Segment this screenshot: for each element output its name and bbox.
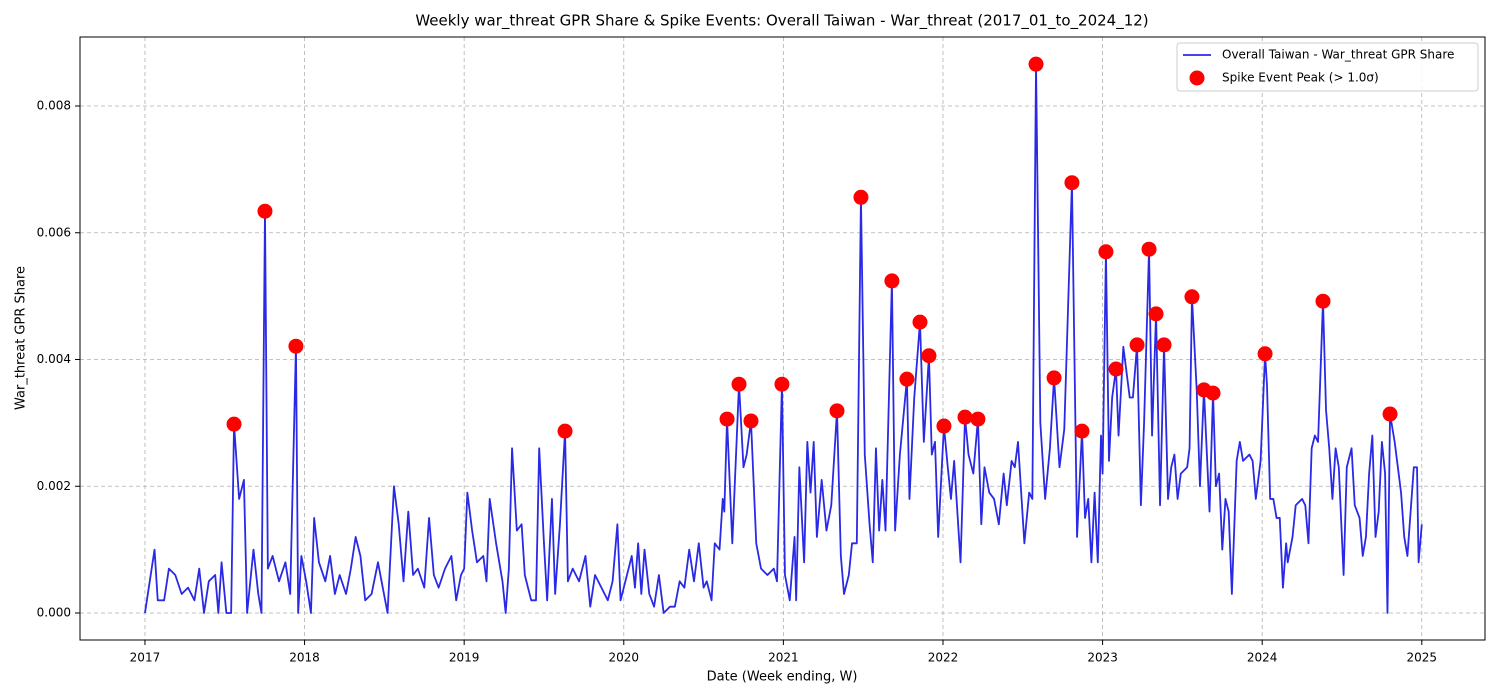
spike-marker — [1184, 289, 1200, 305]
plot-frame — [79, 36, 1486, 641]
spike-marker — [970, 411, 986, 427]
spike-marker — [719, 411, 735, 427]
legend: Overall Taiwan - War_threat GPR Share Spi… — [1176, 42, 1479, 92]
spike-marker — [731, 376, 747, 392]
spike-marker — [226, 416, 242, 432]
x-tick-label: 2022 — [928, 651, 959, 665]
data-line — [144, 63, 1423, 614]
spike-marker — [1028, 56, 1044, 72]
spike-marker — [1382, 406, 1398, 422]
legend-label: Spike Event Peak (> 1.0σ) — [1222, 71, 1379, 85]
spike-marker — [1046, 370, 1062, 386]
spike-marker — [774, 376, 790, 392]
spike-marker — [1129, 337, 1145, 353]
y-tick-label: 0.004 — [37, 352, 71, 366]
legend-label: Overall Taiwan - War_threat GPR Share — [1222, 48, 1454, 62]
spike-marker — [257, 203, 273, 219]
x-tick-label: 2023 — [1087, 651, 1118, 665]
legend-box — [1176, 42, 1479, 92]
spike-marker — [1315, 293, 1331, 309]
spike-marker — [1108, 361, 1124, 377]
y-tick-label: 0.000 — [37, 606, 71, 620]
spike-marker — [1148, 306, 1164, 322]
spike-marker — [912, 314, 928, 330]
legend-marker — [1189, 70, 1205, 86]
spike-marker — [853, 189, 869, 205]
spike-marker — [884, 273, 900, 289]
spike-marker — [1257, 346, 1273, 362]
spike-marker — [899, 371, 915, 387]
spike-marker — [1098, 244, 1114, 260]
x-tick-label: 2019 — [449, 651, 480, 665]
spike-marker — [957, 409, 973, 425]
spike-marker — [743, 413, 759, 429]
spike-marker — [1205, 385, 1221, 401]
spike-marker — [1064, 175, 1080, 191]
spike-marker — [936, 418, 952, 434]
spike-marker — [1141, 241, 1157, 257]
x-tick-label: 2020 — [608, 651, 639, 665]
spike-marker — [829, 403, 845, 419]
x-tick-label: 2017 — [130, 651, 161, 665]
spike-marker — [921, 348, 937, 364]
x-tick-label: 2021 — [768, 651, 799, 665]
spike-marker — [557, 423, 573, 439]
x-axis-label: Date (Week ending, W) — [707, 670, 858, 685]
chart-title: Weekly war_threat GPR Share & Spike Even… — [415, 12, 1148, 31]
x-tick-label: 2024 — [1247, 651, 1278, 665]
spike-marker — [1156, 337, 1172, 353]
y-tick-label: 0.006 — [37, 225, 71, 239]
spike-marker — [288, 338, 304, 354]
spike-marker — [1074, 423, 1090, 439]
x-tick-label: 2018 — [289, 651, 320, 665]
y-tick-label: 0.008 — [37, 99, 71, 113]
y-axis-label: War_threat GPR Share — [14, 266, 29, 410]
y-tick-label: 0.002 — [37, 479, 71, 493]
x-tick-label: 2025 — [1407, 651, 1438, 665]
